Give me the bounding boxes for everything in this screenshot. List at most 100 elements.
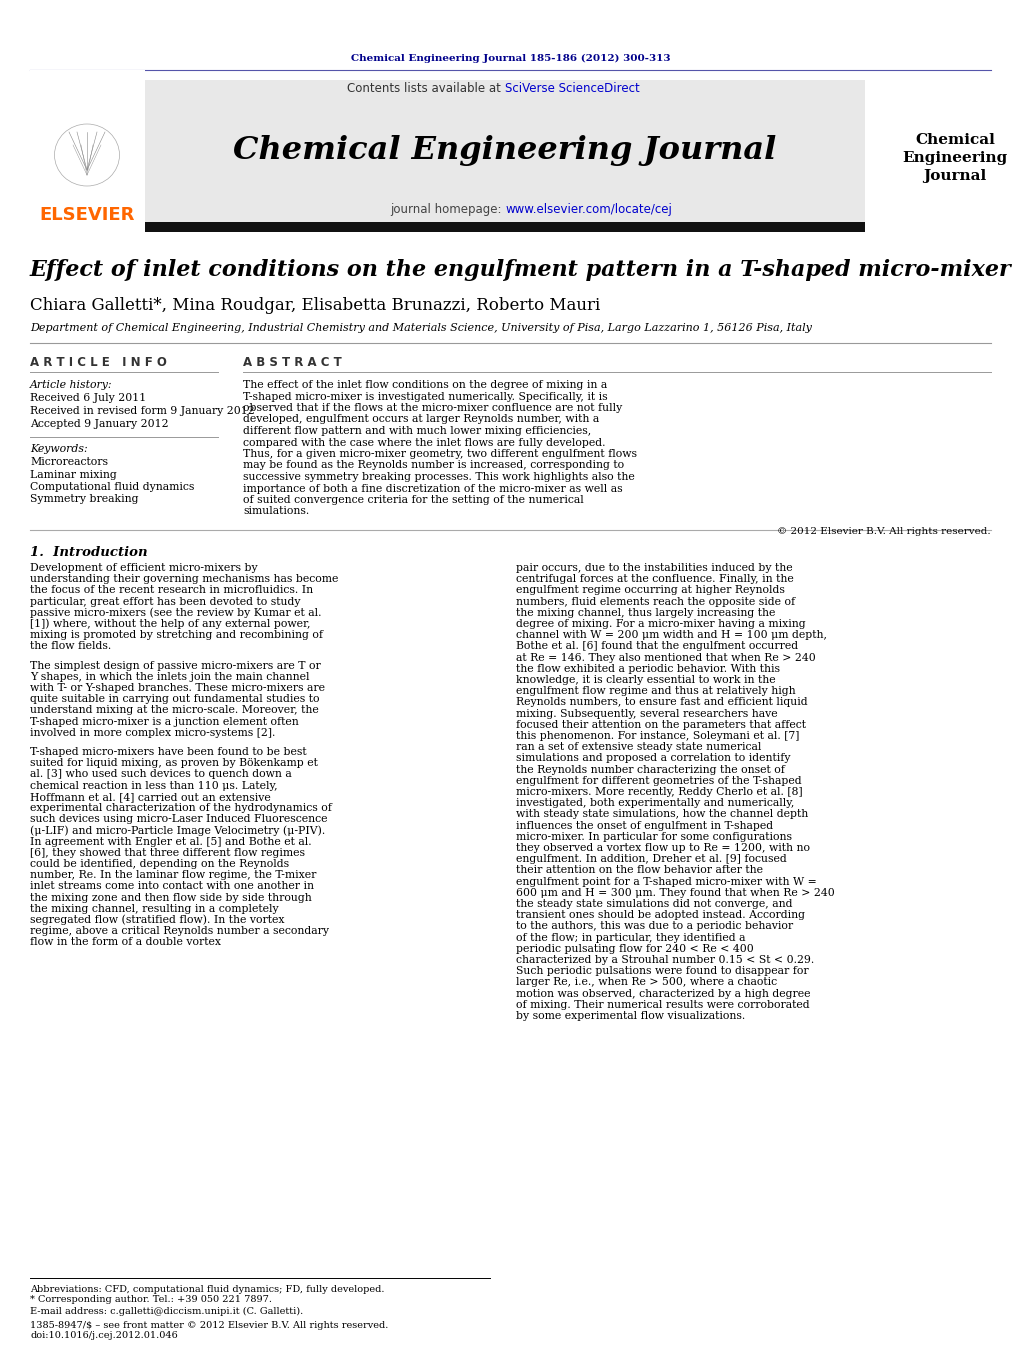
Text: numbers, fluid elements reach the opposite side of: numbers, fluid elements reach the opposi… bbox=[516, 597, 795, 607]
Text: Thus, for a given micro-mixer geometry, two different engulfment flows: Thus, for a given micro-mixer geometry, … bbox=[243, 449, 637, 459]
Text: this phenomenon. For instance, Soleymani et al. [7]: this phenomenon. For instance, Soleymani… bbox=[516, 731, 799, 740]
Text: 600 μm and H = 300 μm. They found that when Re > 240: 600 μm and H = 300 μm. They found that w… bbox=[516, 888, 835, 898]
Text: by some experimental flow visualizations.: by some experimental flow visualizations… bbox=[516, 1011, 745, 1021]
Text: Microreactors: Microreactors bbox=[30, 457, 108, 467]
Text: the flow exhibited a periodic behavior. With this: the flow exhibited a periodic behavior. … bbox=[516, 663, 780, 674]
Text: Keywords:: Keywords: bbox=[30, 444, 88, 454]
Text: at Re = 146. They also mentioned that when Re > 240: at Re = 146. They also mentioned that wh… bbox=[516, 653, 816, 662]
Text: could be identified, depending on the Reynolds: could be identified, depending on the Re… bbox=[30, 859, 289, 869]
Text: investigated, both experimentally and numerically,: investigated, both experimentally and nu… bbox=[516, 798, 794, 808]
Text: larger Re, i.e., when Re > 500, where a chaotic: larger Re, i.e., when Re > 500, where a … bbox=[516, 977, 777, 988]
Text: of mixing. Their numerical results were corroborated: of mixing. Their numerical results were … bbox=[516, 1000, 810, 1009]
Text: influences the onset of engulfment in T-shaped: influences the onset of engulfment in T-… bbox=[516, 820, 773, 831]
Text: inlet streams come into contact with one another in: inlet streams come into contact with one… bbox=[30, 881, 314, 892]
Text: understand mixing at the micro-scale. Moreover, the: understand mixing at the micro-scale. Mo… bbox=[30, 705, 319, 716]
Text: knowledge, it is clearly essential to work in the: knowledge, it is clearly essential to wo… bbox=[516, 676, 776, 685]
Text: © 2012 Elsevier B.V. All rights reserved.: © 2012 Elsevier B.V. All rights reserved… bbox=[777, 527, 991, 535]
Text: Chiara Galletti*, Mina Roudgar, Elisabetta Brunazzi, Roberto Mauri: Chiara Galletti*, Mina Roudgar, Elisabet… bbox=[30, 296, 600, 313]
Text: such devices using micro-Laser Induced Fluorescence: such devices using micro-Laser Induced F… bbox=[30, 815, 328, 824]
Text: number, Re. In the laminar flow regime, the T-mixer: number, Re. In the laminar flow regime, … bbox=[30, 870, 317, 881]
Text: al. [3] who used such devices to quench down a: al. [3] who used such devices to quench … bbox=[30, 770, 292, 780]
Text: of suited convergence criteria for the setting of the numerical: of suited convergence criteria for the s… bbox=[243, 494, 584, 505]
Text: micro-mixers. More recently, Reddy Cherlo et al. [8]: micro-mixers. More recently, Reddy Cherl… bbox=[516, 788, 803, 797]
Text: motion was observed, characterized by a high degree: motion was observed, characterized by a … bbox=[516, 989, 811, 998]
Text: engulfment point for a T-shaped micro-mixer with W =: engulfment point for a T-shaped micro-mi… bbox=[516, 877, 817, 886]
Text: The effect of the inlet flow conditions on the degree of mixing in a: The effect of the inlet flow conditions … bbox=[243, 380, 607, 390]
Text: www.elsevier.com/locate/cej: www.elsevier.com/locate/cej bbox=[505, 204, 672, 216]
Text: 1385-8947/$ – see front matter © 2012 Elsevier B.V. All rights reserved.: 1385-8947/$ – see front matter © 2012 El… bbox=[30, 1320, 388, 1329]
Text: ran a set of extensive steady state numerical: ran a set of extensive steady state nume… bbox=[516, 742, 762, 753]
Text: the mixing channel, thus largely increasing the: the mixing channel, thus largely increas… bbox=[516, 608, 775, 617]
Text: Contents lists available at: Contents lists available at bbox=[347, 81, 505, 95]
Text: SciVerse ScienceDirect: SciVerse ScienceDirect bbox=[505, 81, 640, 95]
Text: ELSEVIER: ELSEVIER bbox=[40, 205, 135, 224]
Text: with T- or Y-shaped branches. These micro-mixers are: with T- or Y-shaped branches. These micr… bbox=[30, 684, 325, 693]
Text: with steady state simulations, how the channel depth: with steady state simulations, how the c… bbox=[516, 809, 809, 820]
Text: focused their attention on the parameters that affect: focused their attention on the parameter… bbox=[516, 720, 806, 730]
Text: particular, great effort has been devoted to study: particular, great effort has been devote… bbox=[30, 597, 300, 607]
Text: to the authors, this was due to a periodic behavior: to the authors, this was due to a period… bbox=[516, 921, 793, 931]
Text: passive micro-mixers (see the review by Kumar et al.: passive micro-mixers (see the review by … bbox=[30, 608, 322, 617]
Text: compared with the case where the inlet flows are fully developed.: compared with the case where the inlet f… bbox=[243, 438, 605, 447]
Text: chemical reaction in less than 110 μs. Lately,: chemical reaction in less than 110 μs. L… bbox=[30, 781, 278, 790]
Text: Bothe et al. [6] found that the engulfment occurred: Bothe et al. [6] found that the engulfme… bbox=[516, 642, 798, 651]
Bar bbox=[145, 80, 865, 230]
Text: doi:10.1016/j.cej.2012.01.046: doi:10.1016/j.cej.2012.01.046 bbox=[30, 1332, 178, 1340]
Text: flow in the form of a double vortex: flow in the form of a double vortex bbox=[30, 938, 221, 947]
Text: successive symmetry breaking processes. This work highlights also the: successive symmetry breaking processes. … bbox=[243, 471, 635, 482]
Text: simulations.: simulations. bbox=[243, 507, 309, 516]
Text: Such periodic pulsations were found to disappear for: Such periodic pulsations were found to d… bbox=[516, 966, 809, 977]
Bar bbox=[30, 70, 145, 232]
Text: Received in revised form 9 January 2012: Received in revised form 9 January 2012 bbox=[30, 407, 255, 416]
Text: developed, engulfment occurs at larger Reynolds number, with a: developed, engulfment occurs at larger R… bbox=[243, 415, 599, 424]
Text: understanding their governing mechanisms has become: understanding their governing mechanisms… bbox=[30, 574, 338, 584]
Text: mixing. Subsequently, several researchers have: mixing. Subsequently, several researcher… bbox=[516, 709, 778, 719]
Text: T-shaped micro-mixer is investigated numerically. Specifically, it is: T-shaped micro-mixer is investigated num… bbox=[243, 392, 607, 401]
Text: the mixing channel, resulting in a completely: the mixing channel, resulting in a compl… bbox=[30, 904, 279, 913]
Text: E-mail address: c.galletti@diccism.unipi.it (C. Galletti).: E-mail address: c.galletti@diccism.unipi… bbox=[30, 1306, 303, 1316]
Text: Reynolds numbers, to ensure fast and efficient liquid: Reynolds numbers, to ensure fast and eff… bbox=[516, 697, 808, 708]
Text: suited for liquid mixing, as proven by Bökenkamp et: suited for liquid mixing, as proven by B… bbox=[30, 758, 318, 769]
Text: engulfment. In addition, Dreher et al. [9] focused: engulfment. In addition, Dreher et al. [… bbox=[516, 854, 787, 865]
Text: engulfment flow regime and thus at relatively high: engulfment flow regime and thus at relat… bbox=[516, 686, 795, 696]
Text: regime, above a critical Reynolds number a secondary: regime, above a critical Reynolds number… bbox=[30, 927, 329, 936]
Text: The simplest design of passive micro-mixers are T or: The simplest design of passive micro-mix… bbox=[30, 661, 321, 670]
Text: characterized by a Strouhal number 0.15 < St < 0.29.: characterized by a Strouhal number 0.15 … bbox=[516, 955, 815, 965]
Text: Development of efficient micro-mixers by: Development of efficient micro-mixers by bbox=[30, 563, 257, 573]
Text: centrifugal forces at the confluence. Finally, in the: centrifugal forces at the confluence. Fi… bbox=[516, 574, 793, 584]
Text: Symmetry breaking: Symmetry breaking bbox=[30, 494, 139, 504]
Text: engulfment for different geometries of the T-shaped: engulfment for different geometries of t… bbox=[516, 775, 801, 786]
Text: Chemical
Engineering
Journal: Chemical Engineering Journal bbox=[903, 132, 1008, 184]
Text: degree of mixing. For a micro-mixer having a mixing: degree of mixing. For a micro-mixer havi… bbox=[516, 619, 806, 630]
Text: In agreement with Engler et al. [5] and Bothe et al.: In agreement with Engler et al. [5] and … bbox=[30, 836, 311, 847]
Text: Laminar mixing: Laminar mixing bbox=[30, 470, 116, 480]
Text: periodic pulsating flow for 240 < Re < 400: periodic pulsating flow for 240 < Re < 4… bbox=[516, 944, 753, 954]
Text: the mixing zone and then flow side by side through: the mixing zone and then flow side by si… bbox=[30, 893, 311, 902]
Text: the flow fields.: the flow fields. bbox=[30, 642, 111, 651]
Text: Accepted 9 January 2012: Accepted 9 January 2012 bbox=[30, 419, 168, 430]
Text: Received 6 July 2011: Received 6 July 2011 bbox=[30, 393, 146, 403]
Text: micro-mixer. In particular for some configurations: micro-mixer. In particular for some conf… bbox=[516, 832, 792, 842]
Text: their attention on the flow behavior after the: their attention on the flow behavior aft… bbox=[516, 866, 763, 875]
Text: different flow pattern and with much lower mixing efficiencies,: different flow pattern and with much low… bbox=[243, 426, 591, 436]
Text: quite suitable in carrying out fundamental studies to: quite suitable in carrying out fundament… bbox=[30, 694, 320, 704]
Text: A R T I C L E   I N F O: A R T I C L E I N F O bbox=[30, 357, 166, 370]
Text: Abbreviations: CFD, computational fluid dynamics; FD, fully developed.: Abbreviations: CFD, computational fluid … bbox=[30, 1285, 385, 1293]
Bar bbox=[145, 222, 865, 232]
Text: 1.  Introduction: 1. Introduction bbox=[30, 546, 148, 558]
Text: pair occurs, due to the instabilities induced by the: pair occurs, due to the instabilities in… bbox=[516, 563, 792, 573]
Text: Computational fluid dynamics: Computational fluid dynamics bbox=[30, 482, 194, 492]
Text: simulations and proposed a correlation to identify: simulations and proposed a correlation t… bbox=[516, 754, 790, 763]
Text: A B S T R A C T: A B S T R A C T bbox=[243, 357, 342, 370]
Text: Article history:: Article history: bbox=[30, 380, 112, 390]
Text: * Corresponding author. Tel.: +39 050 221 7897.: * Corresponding author. Tel.: +39 050 22… bbox=[30, 1296, 272, 1305]
Text: Effect of inlet conditions on the engulfment pattern in a T-shaped micro-mixer: Effect of inlet conditions on the engulf… bbox=[30, 259, 1012, 281]
Text: [1]) where, without the help of any external power,: [1]) where, without the help of any exte… bbox=[30, 619, 310, 630]
Text: the Reynolds number characterizing the onset of: the Reynolds number characterizing the o… bbox=[516, 765, 785, 774]
Text: mixing is promoted by stretching and recombining of: mixing is promoted by stretching and rec… bbox=[30, 630, 323, 640]
Text: observed that if the flows at the micro-mixer confluence are not fully: observed that if the flows at the micro-… bbox=[243, 403, 622, 413]
Text: involved in more complex micro-systems [2].: involved in more complex micro-systems [… bbox=[30, 728, 276, 738]
Text: T-shaped micro-mixer is a junction element often: T-shaped micro-mixer is a junction eleme… bbox=[30, 716, 299, 727]
Text: Chemical Engineering Journal 185-186 (2012) 300-313: Chemical Engineering Journal 185-186 (20… bbox=[351, 54, 671, 62]
Text: they observed a vortex flow up to Re = 1200, with no: they observed a vortex flow up to Re = 1… bbox=[516, 843, 810, 852]
